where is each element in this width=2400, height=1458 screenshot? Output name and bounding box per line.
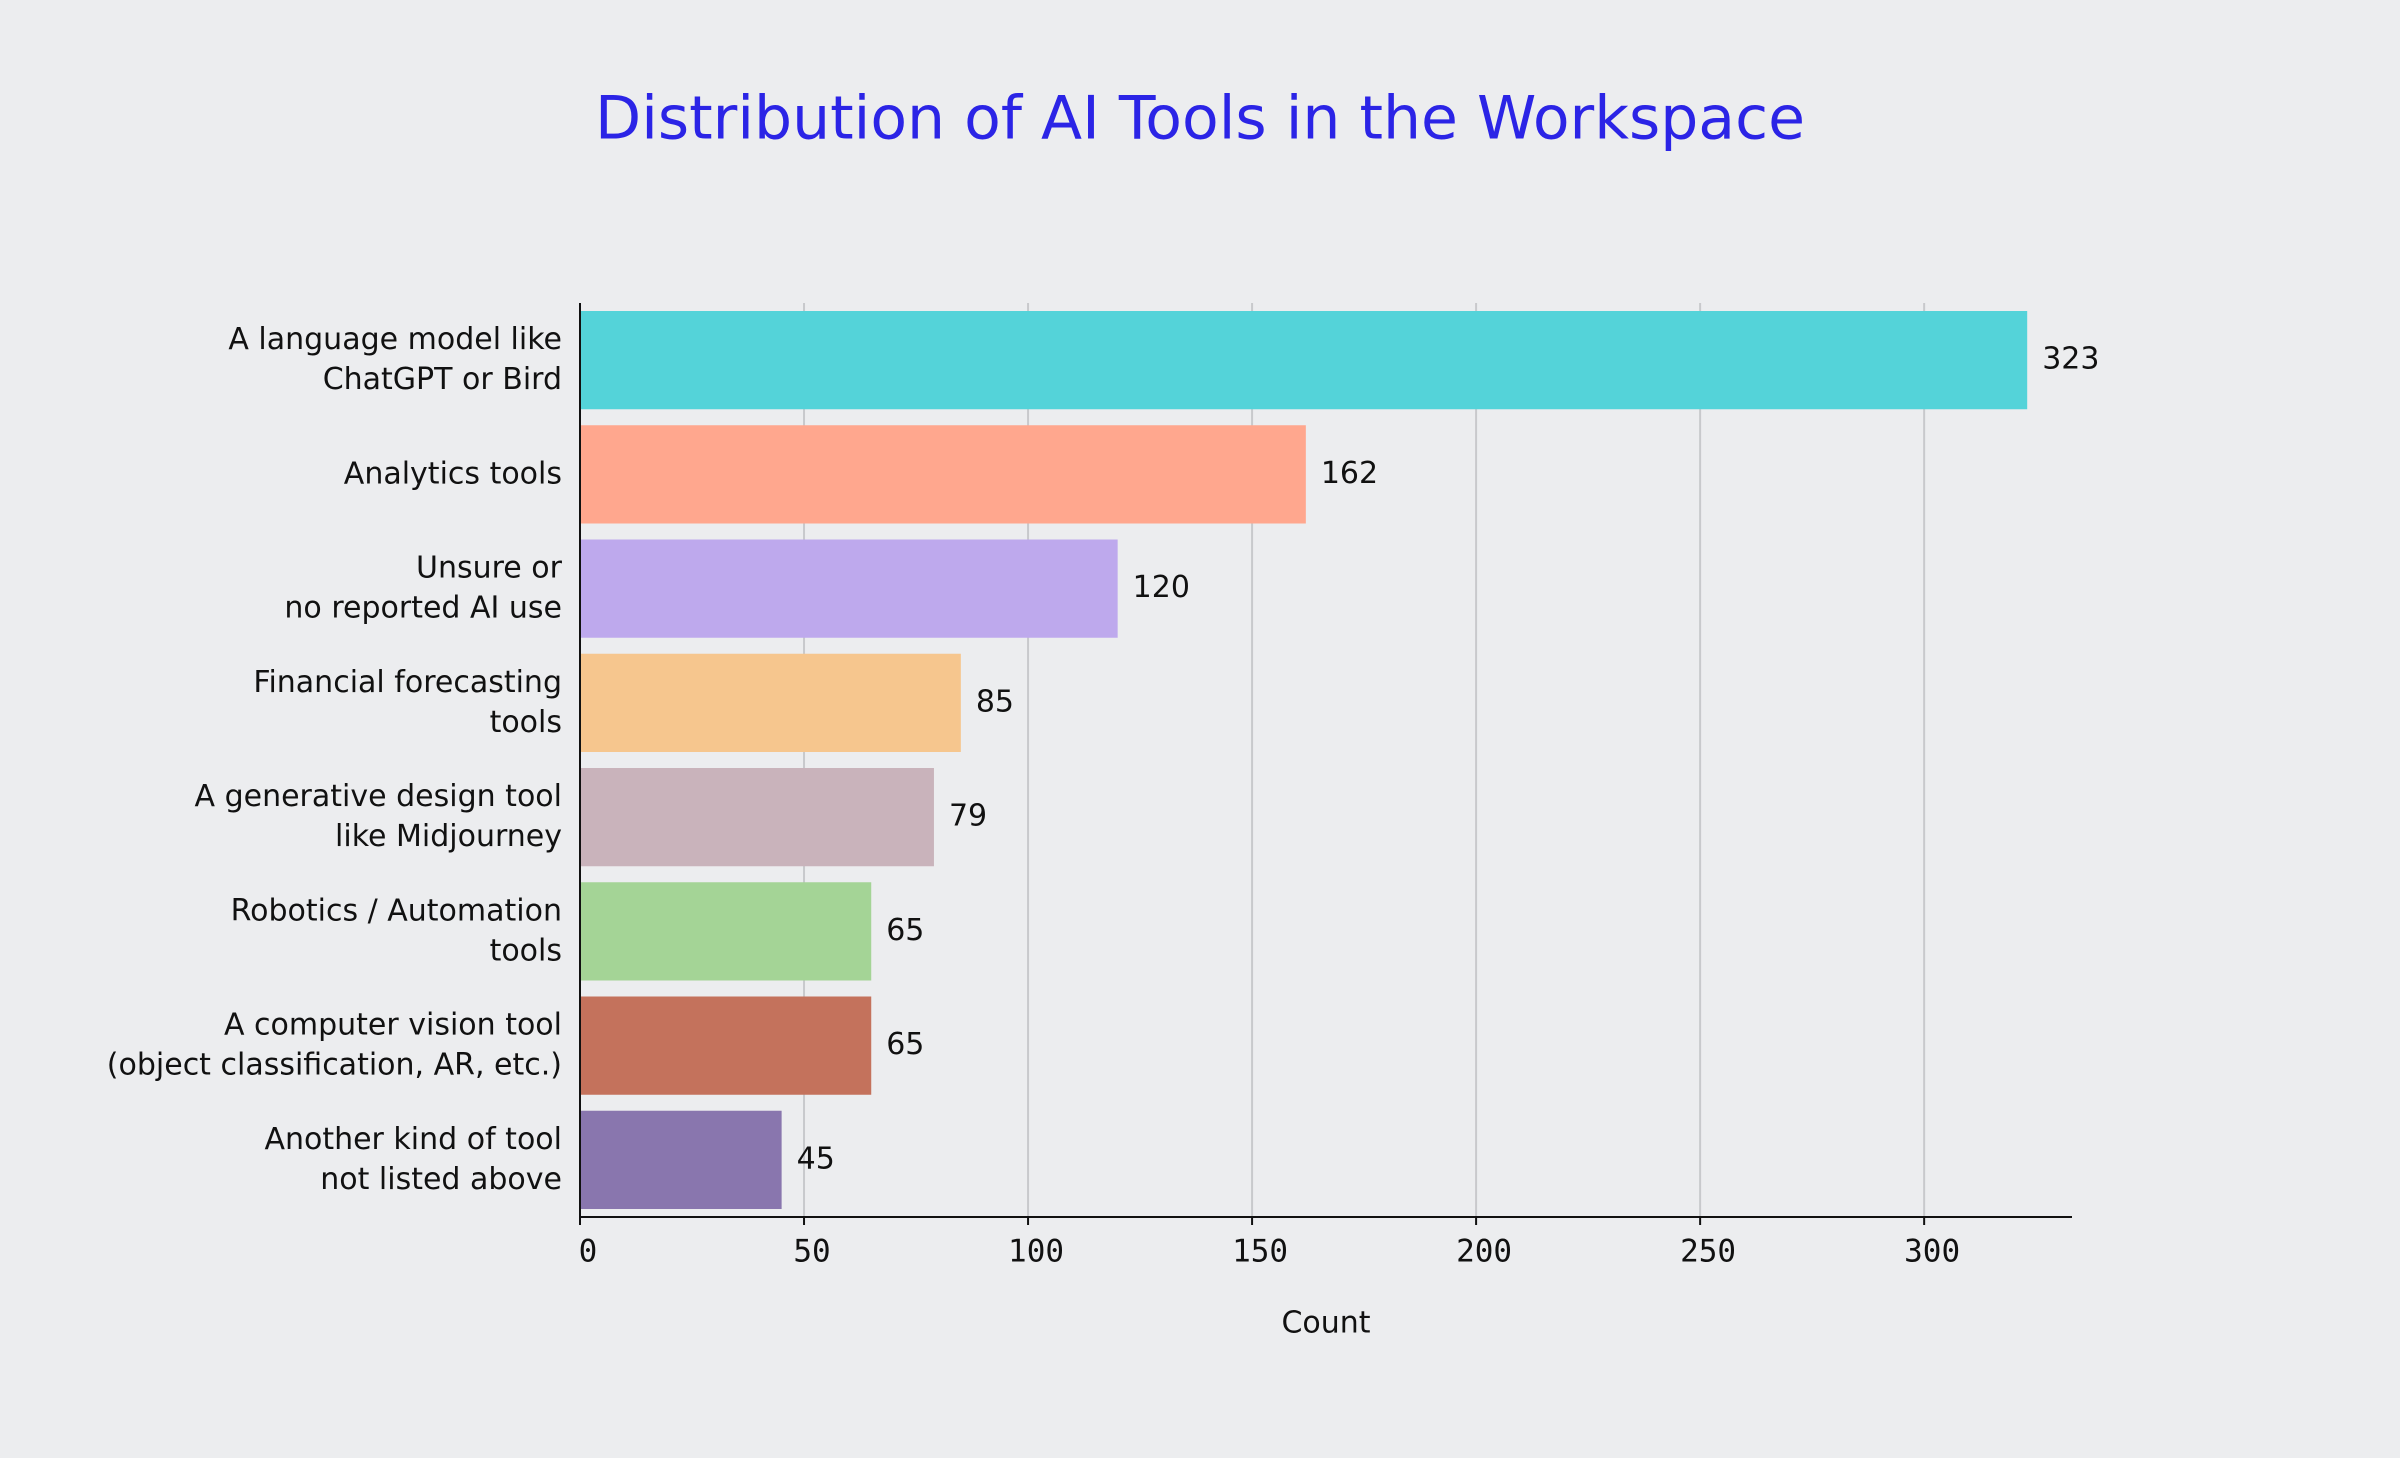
y-tick-label: Another kind of tool not listed above xyxy=(264,1121,562,1196)
y-tick-label-line: tools xyxy=(490,704,562,739)
y-tick-label-line: not listed above xyxy=(320,1161,562,1196)
y-tick-label: A language model like ChatGPT or Bird xyxy=(228,322,562,397)
x-tick-label: 50 xyxy=(793,1234,830,1270)
y-tick-label: A generative design tool like Midjourney xyxy=(195,779,562,854)
value-label: 45 xyxy=(797,1141,835,1176)
y-tick-label-line: (object classification, AR, etc.) xyxy=(107,1047,562,1082)
value-label: 120 xyxy=(1133,570,1190,605)
y-tick-label-line: A generative design tool xyxy=(195,779,562,814)
y-tick-label-line: Robotics / Automation xyxy=(231,893,562,928)
value-label: 65 xyxy=(886,913,924,948)
x-tick-label: 0 xyxy=(579,1234,598,1270)
bar xyxy=(580,882,872,981)
y-tick-label-line: tools xyxy=(490,933,562,968)
bar xyxy=(580,1110,782,1210)
y-tick-label: Robotics / Automation tools xyxy=(231,893,562,968)
y-tick-label-line: A language model like xyxy=(228,322,562,357)
x-tick-label: 150 xyxy=(1232,1234,1288,1270)
value-label: 85 xyxy=(976,684,1014,719)
y-tick-label: Financial forecasting tools xyxy=(253,664,562,739)
bar xyxy=(580,425,1306,524)
x-tick-label: 300 xyxy=(1904,1234,1960,1270)
y-tick-label-line: Financial forecasting xyxy=(253,664,562,699)
x-tick-label: 250 xyxy=(1680,1234,1736,1270)
y-tick-label-line: A computer vision tool xyxy=(224,1007,562,1042)
value-label: 162 xyxy=(1321,456,1378,491)
y-tick-label-line: like Midjourney xyxy=(335,819,562,854)
y-tick-label-line: Analytics tools xyxy=(344,456,562,491)
bar xyxy=(580,767,934,867)
chart-title: Distribution of AI Tools in the Workspac… xyxy=(595,84,1805,154)
bar xyxy=(580,310,2028,410)
x-tick-label: 200 xyxy=(1456,1234,1512,1270)
y-tick-label: Analytics tools xyxy=(344,456,562,491)
y-tick-label: A computer vision tool (object classifica… xyxy=(107,1007,562,1082)
value-label: 79 xyxy=(949,799,987,834)
y-tick-label-line: Another kind of tool xyxy=(264,1121,562,1156)
value-label: 65 xyxy=(886,1027,924,1062)
y-tick-label-line: Unsure or xyxy=(416,550,563,585)
bar xyxy=(580,539,1118,638)
x-axis-label: Count xyxy=(1281,1306,1370,1341)
value-label: 323 xyxy=(2042,342,2099,377)
x-tick-label: 100 xyxy=(1008,1234,1064,1270)
bar xyxy=(580,996,872,1095)
y-tick-label: Unsure or no reported AI use xyxy=(284,550,562,625)
bar xyxy=(580,653,961,753)
y-tick-label-line: no reported AI use xyxy=(284,590,562,625)
y-tick-label-line: ChatGPT or Bird xyxy=(323,362,562,397)
